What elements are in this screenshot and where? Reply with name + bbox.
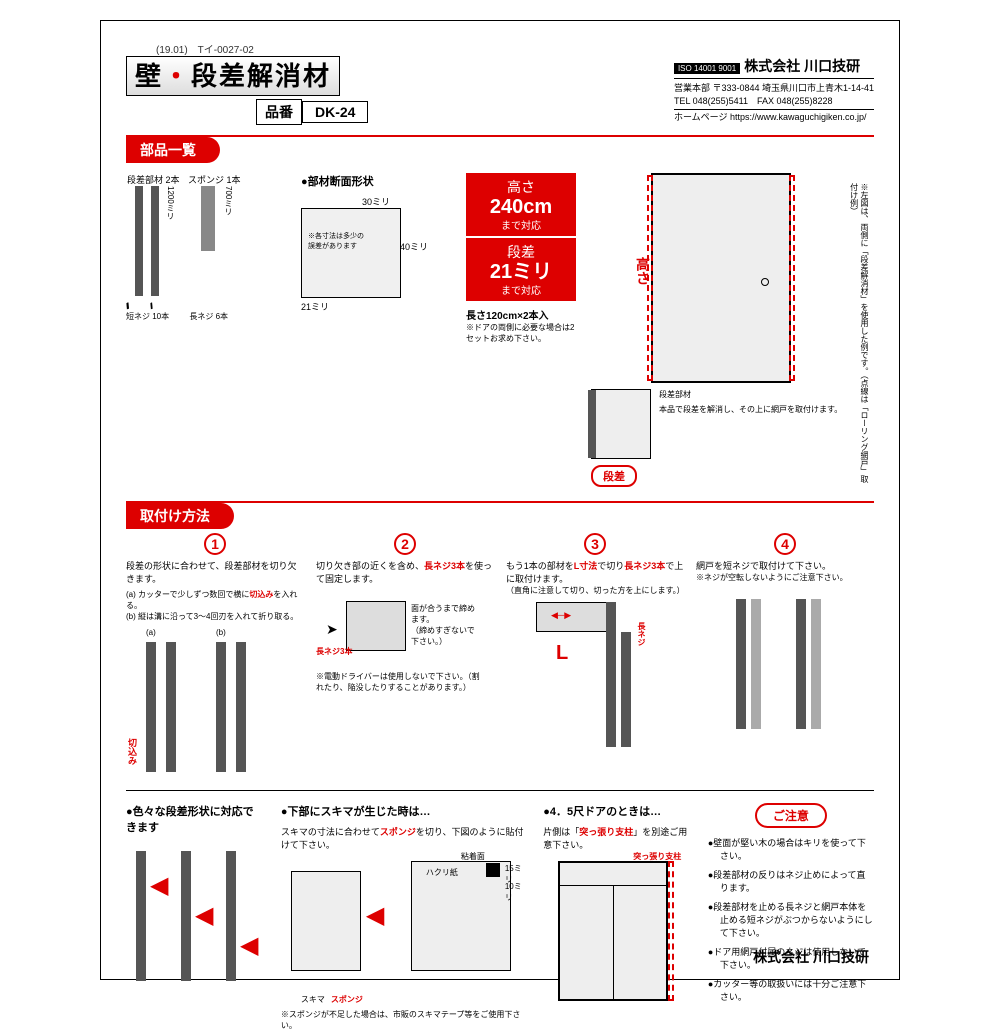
- partno-row: 品番DK-24: [256, 99, 368, 125]
- parts-column: 段差部材 2本 1200ミリ スポンジ 1本 700ミリ //////// //…: [126, 173, 286, 487]
- c2-note: ※スポンジが不足した場合は、市販のスキマテープ等をご使用下さい。: [281, 1009, 525, 1031]
- title: 壁・段差解消材: [126, 56, 340, 96]
- r3-col2: ●下部にスキマが生じた時は… スキマの寸法に合わせてスポンジを切り、下図のように…: [281, 803, 525, 1031]
- company-addr: 営業本部 〒333-0844 埼玉県川口市上青木1-14-41: [674, 78, 874, 94]
- divider-2: [126, 501, 874, 503]
- spec-step-label: 段差: [468, 242, 574, 262]
- caution-title: ご注意: [755, 803, 827, 828]
- cross-title: ●部材断面形状: [301, 173, 451, 189]
- title-dot: ・: [163, 61, 191, 91]
- part-sponge-label: スポンジ 1本: [185, 173, 245, 186]
- s1-b: (b) 縦は溝に沿って3～4回刃を入れて折り取る。: [126, 611, 304, 622]
- page: (19.01) Tイ-0027-02 壁・段差解消材 品番DK-24 ISO 1…: [100, 20, 900, 980]
- s4-note: ※ネジが空転しないようにご注意下さい。: [696, 572, 874, 583]
- r3-c1-diag: ◀ ◀ ◀: [126, 841, 263, 991]
- r3-c3-title: ●4．5尺ドアのときは…: [543, 803, 690, 819]
- step-4: 4 網戸を短ネジで取付けて下さい。 ※ネジが空転しないようにご注意下さい。: [696, 533, 874, 778]
- s4-text: 網戸を短ネジで取付けて下さい。: [696, 559, 874, 572]
- door-desc: 本品で段差を解消し、その上に網戸を取付けます。: [659, 404, 851, 415]
- header: 壁・段差解消材 品番DK-24 ISO 14001 9001 株式会社 川口技研 …: [126, 56, 874, 125]
- cross-note: ※各寸法は多少の誤差があります: [308, 231, 368, 251]
- spec-h-label: 高さ: [468, 177, 574, 197]
- short-screw: 短ネジ 10本: [126, 312, 169, 321]
- long-screw: 長ネジ 6本: [189, 312, 228, 321]
- cross-bottom: 21ミリ: [301, 300, 451, 313]
- caution-list: ●壁面が堅い木の場合はキリを使って下さい。 ●段差部材の反りはネジ止めによって直…: [708, 836, 874, 1003]
- screws: //////// ////// 短ネジ 10本 長ネジ 6本: [126, 302, 286, 322]
- part-bar-label: 段差部材 2本: [126, 173, 181, 186]
- s1-diagram: (a) (b) 切込み: [126, 628, 304, 778]
- partno: DK-24: [302, 101, 368, 123]
- cross-section: ●部材断面形状 30ミリ 40ミリ ※各寸法は多少の誤差があります 21ミリ: [301, 173, 451, 487]
- r3-c3-diag: 突っ張り支柱: [543, 851, 690, 1001]
- len1200: 1200ミリ: [165, 186, 176, 220]
- divider: [126, 135, 874, 137]
- door-column: ※左図は、両側に「段差解消材」を使用した例です。（点線は「ローリング網戸」取付け…: [591, 173, 851, 487]
- door-side-note: ※左図は、両側に「段差解消材」を使用した例です。（点線は「ローリング網戸」取付け…: [848, 183, 869, 487]
- step-2: 2 切り欠き部の近くを含め、長ネジ3本を使って固定します。 ➤ 面が合うまで締め…: [316, 533, 494, 778]
- s3-L: L: [556, 642, 568, 665]
- company-url: ホームページ https://www.kawaguchigiken.co.jp/: [674, 109, 874, 123]
- cross-shape: 40ミリ ※各寸法は多少の誤差があります: [301, 208, 401, 298]
- caution-item: ●壁面が堅い木の場合はキリを使って下さい。: [708, 836, 874, 862]
- s2-warn: ※電動ドライバーは使用しないで下さい。（割れたり、陥没したりすることがあります。…: [316, 671, 486, 693]
- r3-c2-title: ●下部にスキマが生じた時は…: [281, 803, 525, 819]
- title-pre: 壁: [135, 61, 163, 91]
- c2-peel: ハクリ紙: [426, 867, 458, 878]
- cross-side: 40ミリ: [400, 240, 428, 253]
- spec-step-suffix: まで対応: [468, 282, 574, 297]
- r3-c2-diag: ◀ スキマ スポンジ 粘着面 ハクリ紙 15ミリ 10ミリ: [281, 851, 525, 1001]
- spec-column: 高さ 240cm まで対応 段差 21ミリ まで対応 長さ120cm×2本入 ※…: [466, 173, 576, 487]
- r3-col1: ●色々な段差形状に対応できます ◀ ◀ ◀: [126, 803, 263, 1031]
- s3-sub: （直角に注意して切り、切った方を上にします。）: [506, 585, 684, 596]
- company-box: ISO 14001 9001 株式会社 川口技研 営業本部 〒333-0844 埼…: [674, 56, 874, 123]
- s2-red-label: 長ネジ3本: [316, 646, 352, 657]
- caution-item: ●段差部材を止める長ネジと網戸本体を止める短ネジがぶつからないようにして下さい。: [708, 900, 874, 939]
- spec-h-suffix: まで対応: [468, 217, 574, 232]
- spec-pack: 長さ120cm×2本入: [466, 307, 576, 322]
- spec-step-value: 21ミリ: [468, 262, 574, 282]
- step-1: 1 段差の形状に合わせて、段差部材を切り欠きます。 (a) カッターで少しずつ数…: [126, 533, 304, 778]
- door-part-label: 段差部材: [659, 389, 851, 400]
- partno-label: 品番: [256, 99, 302, 125]
- company-tel: TEL 048(255)5411 FAX 048(255)8228: [674, 94, 874, 107]
- footer-company: 株式会社 川口技研: [753, 947, 869, 967]
- door-frame: 高さ: [651, 173, 791, 383]
- step-3: 3 もう1本の部材をL寸法で切り長ネジ3本で上に取付けます。 （直角に注意して切…: [506, 533, 684, 778]
- spec-h-value: 240cm: [468, 197, 574, 217]
- r3-col3: ●4．5尺ドアのときは… 片側は「突っ張り支柱」を別途ご用意下さい。 突っ張り支…: [543, 803, 690, 1031]
- s3-side: 長ネジ: [636, 622, 647, 646]
- r3-c1-title: ●色々な段差形状に対応できます: [126, 803, 263, 835]
- spec-step: 段差 21ミリ まで対応: [466, 238, 576, 301]
- spec-pack-note: ※ドアの両側に必要な場合は2セットお求め下さい。: [466, 322, 576, 344]
- s3-diagram: L ◀─▶ 長ネジ: [506, 602, 684, 752]
- s1-cut: 切込み: [126, 738, 139, 765]
- s4-diagram: [696, 589, 874, 739]
- s2-diagram: ➤ 面が合うまで締めます。 （締めすぎないで下さい。） 長ネジ3本 ※電動ドライ…: [316, 591, 494, 741]
- spec-height: 高さ 240cm まで対応: [466, 173, 576, 236]
- section-parts: 部品一覧: [126, 137, 220, 163]
- c2-adh: 粘着面: [461, 851, 485, 862]
- iso-badge: ISO 14001 9001: [674, 63, 740, 74]
- cross-top: 30ミリ: [301, 195, 451, 208]
- row-parts: 段差部材 2本 1200ミリ スポンジ 1本 700ミリ //////// //…: [126, 173, 874, 487]
- c3-pillar: 突っ張り支柱: [633, 851, 681, 862]
- c2-10: 10ミリ: [505, 881, 525, 903]
- caution-item: ●カッター等の取扱いには十分ご注意下さい。: [708, 977, 874, 1003]
- row-3: ●色々な段差形状に対応できます ◀ ◀ ◀ ●下部にスキマが生じた時は… スキマ…: [126, 803, 874, 1031]
- door-step-label: 段差: [591, 465, 637, 487]
- company-name: 株式会社 川口技研: [744, 58, 860, 74]
- doc-code: (19.01) Tイ-0027-02: [156, 41, 874, 56]
- s1-text: 段差の形状に合わせて、段差部材を切り欠きます。: [126, 559, 304, 585]
- steps-row: 1 段差の形状に合わせて、段差部材を切り欠きます。 (a) カッターで少しずつ数…: [126, 533, 874, 778]
- r3-col4: ご注意 ●壁面が堅い木の場合はキリを使って下さい。 ●段差部材の反りはネジ止めに…: [708, 803, 874, 1031]
- section-install: 取付け方法: [126, 503, 234, 529]
- len700: 700ミリ: [223, 186, 234, 215]
- caution-item: ●段差部材の反りはネジ止めによって直ります。: [708, 868, 874, 894]
- title-post: 段差解消材: [191, 61, 331, 91]
